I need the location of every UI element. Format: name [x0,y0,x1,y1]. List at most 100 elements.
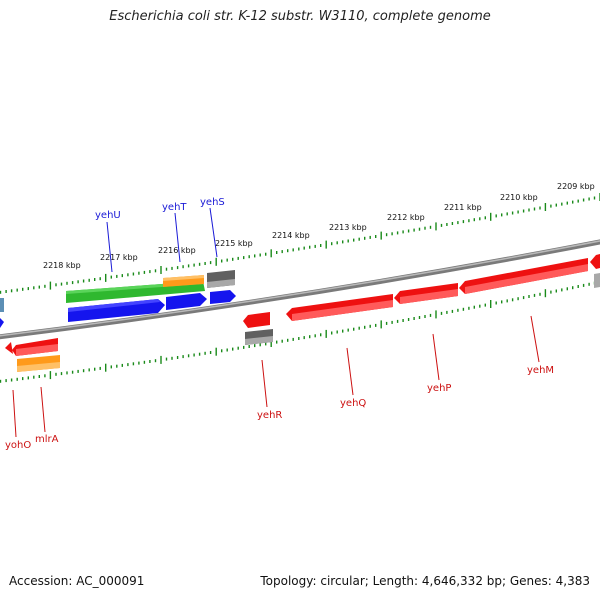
bottom-ruler-tick [347,328,349,332]
feature-blue-arrow-2[interactable] [166,293,207,310]
bottom-ruler-tick [539,292,541,296]
bottom-ruler-tick [550,290,552,294]
bottom-ruler-tick [226,348,228,352]
top-ruler-tick [33,286,35,290]
top-ruler-tick [407,229,410,233]
bottom-ruler-tick [60,372,63,376]
top-ruler-tick [281,250,283,254]
bottom-ruler-tick [566,287,568,291]
genome-backbone-highlight [0,240,600,337]
bottom-ruler-tick [55,372,57,376]
gene-label-yehS[interactable]: yehS [200,197,225,208]
bottom-ruler-tick [522,296,525,300]
top-ruler-tick [116,274,118,278]
bottom-ruler-tick [495,301,497,305]
bottom-ruler-tick [265,342,267,346]
top-ruler-tick [435,222,437,231]
feature-blue-arrow-3[interactable] [210,290,236,304]
bottom-ruler-tick [517,297,519,301]
gene-label-mlrA[interactable]: mlrA [35,434,59,445]
top-ruler-tick [270,249,272,258]
bottom-ruler-tick [309,335,311,339]
bottom-ruler-tick [320,333,322,337]
top-ruler-tick [88,278,90,282]
feature-green-yehU[interactable] [66,281,205,303]
top-ruler-tick [314,244,316,248]
bottom-ruler-tick [110,365,112,369]
bottom-ruler-tick [468,306,470,310]
bottom-ruler-tick [336,330,338,334]
top-ruler-tick [82,279,85,283]
bottom-ruler-tick [232,347,234,351]
feature-red-yehR[interactable] [243,312,270,328]
gene-label-yehM[interactable]: yehM [527,365,554,376]
bottom-ruler-tick [94,367,96,371]
feature-red-partial-right[interactable] [590,254,600,269]
top-ruler-tick [171,266,173,270]
gene-label-yehT[interactable]: yehT [162,202,187,213]
top-ruler-tick [121,274,123,278]
feature-red-yohO[interactable] [5,342,13,354]
kbp-label-group: 2218 kbp 2217 kbp 2216 kbp 2215 kbp 2214 kbp… [43,182,595,270]
top-ruler-tick [320,244,322,247]
top-ruler-tick [544,203,547,211]
top-ruler-tick [539,206,541,210]
top-ruler-tick [44,284,46,288]
bottom-ruler-tick [237,346,239,350]
gene-label-yehU[interactable]: yehU [95,210,121,221]
top-ruler-tick [110,275,112,279]
bottom-ruler-tick [479,304,481,308]
bottom-ruler-tick [165,357,168,361]
gene-label-yehR[interactable]: yehR [257,410,282,421]
feature-steel-partial[interactable] [0,298,4,312]
bottom-ruler-tick [149,360,151,363]
bottom-ruler-tick [49,371,52,380]
bottom-ruler-tick [369,324,371,328]
top-ruler-tick [358,237,360,241]
top-ruler-tick [176,266,179,270]
top-ruler-tick [473,218,475,222]
kbp-label: 2212 kbp [387,213,425,222]
bottom-ruler-tick [331,331,333,335]
bottom-ruler-tick [287,338,289,342]
top-ruler-tick [593,196,596,200]
top-ruler-tick [5,290,7,293]
bottom-ruler-tick [588,282,590,286]
top-ruler-tick [402,230,404,234]
top-ruler-tick [138,271,140,275]
gene-label-yehP[interactable]: yehP [427,383,451,394]
bottom-ruler-tick [221,349,223,353]
bottom-ruler-tick [298,337,300,340]
accession-text: Accession: AC_000091 [9,574,145,588]
bottom-ruler-tick [248,345,250,348]
top-ruler-tick [588,197,590,201]
top-ruler-tick [287,249,289,253]
bottom-ruler-tick [204,351,206,355]
top-ruler-tick [160,266,162,274]
top-ruler-tick [66,281,68,285]
gene-label-yohO[interactable]: yohO [5,440,31,451]
feature-gray-partial-right[interactable] [594,273,600,288]
feature-blue-partial[interactable] [0,318,4,328]
top-ruler-tick [511,211,514,215]
top-ruler-tick [77,280,79,284]
genome-backbone [0,239,600,340]
kbp-label: 2218 kbp [43,261,81,270]
gene-label-yehQ[interactable]: yehQ [340,398,366,409]
bottom-ruler-tick [490,300,492,308]
bottom-ruler-tick [396,319,399,323]
bottom-ruler-tick [66,371,68,375]
bottom-ruler-tick [38,375,40,378]
top-ruler-tick [364,236,366,240]
top-ruler-tick [413,228,415,232]
kbp-label: 2210 kbp [500,193,538,202]
gene-leaders [12,207,540,438]
bottom-ruler-tick [303,336,305,340]
top-ruler-tick [331,242,333,246]
bottom-ruler-tick [182,355,184,359]
bottom-ruler-tick [22,377,24,381]
feature-blue-arrow-1[interactable] [68,299,165,322]
bottom-ruler-tick [176,356,179,359]
